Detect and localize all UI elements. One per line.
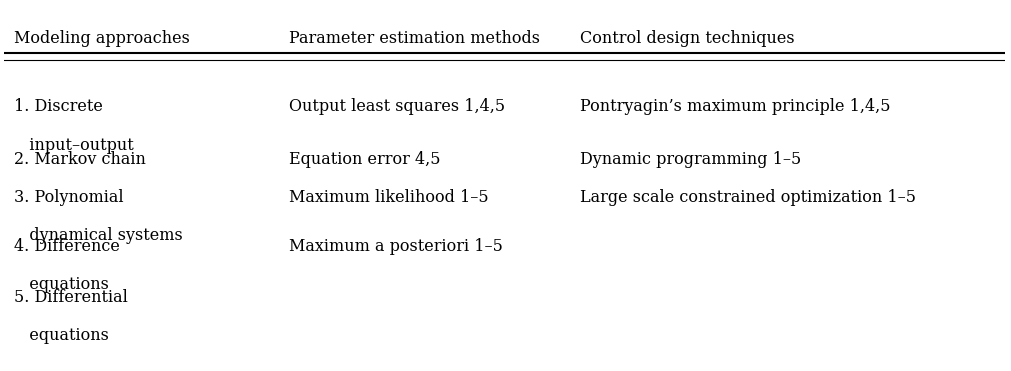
Text: Maximum a posteriori 1–5: Maximum a posteriori 1–5 <box>289 238 502 255</box>
Text: Parameter estimation methods: Parameter estimation methods <box>289 30 540 46</box>
Text: 1. Discrete: 1. Discrete <box>14 98 103 115</box>
Text: input–output: input–output <box>14 137 133 154</box>
Text: Pontryagin’s maximum principle 1,4,5: Pontryagin’s maximum principle 1,4,5 <box>579 98 890 115</box>
Text: Dynamic programming 1–5: Dynamic programming 1–5 <box>579 151 800 168</box>
Text: Output least squares 1,4,5: Output least squares 1,4,5 <box>289 98 506 115</box>
Text: equations: equations <box>14 327 109 344</box>
Text: Equation error 4,5: Equation error 4,5 <box>289 151 441 168</box>
Text: equations: equations <box>14 276 109 293</box>
Text: 3. Polynomial: 3. Polynomial <box>14 189 123 206</box>
Text: Maximum likelihood 1–5: Maximum likelihood 1–5 <box>289 189 488 206</box>
Text: 5. Differential: 5. Differential <box>14 289 128 306</box>
Text: Modeling approaches: Modeling approaches <box>14 30 190 46</box>
Text: Large scale constrained optimization 1–5: Large scale constrained optimization 1–5 <box>579 189 915 206</box>
Text: Control design techniques: Control design techniques <box>579 30 794 46</box>
Text: 4. Difference: 4. Difference <box>14 238 120 255</box>
Text: 2. Markov chain: 2. Markov chain <box>14 151 146 168</box>
Text: dynamical systems: dynamical systems <box>14 227 183 244</box>
